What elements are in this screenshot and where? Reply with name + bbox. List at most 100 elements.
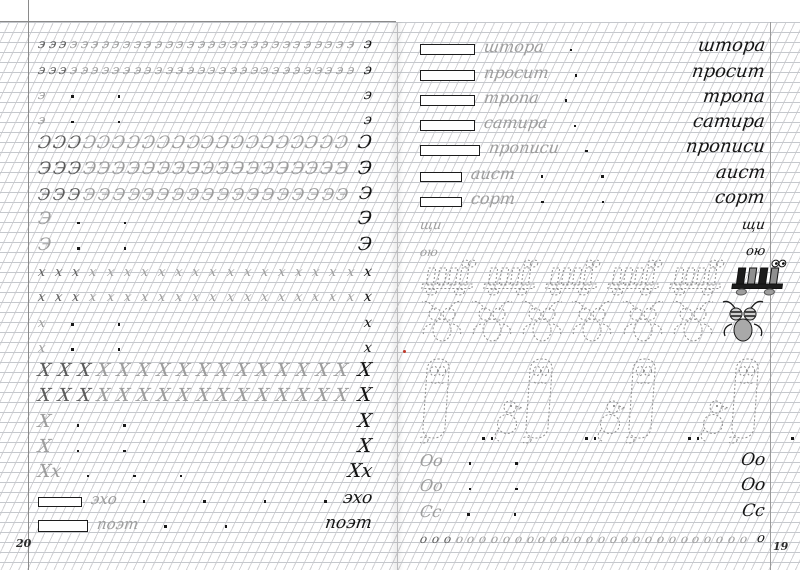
mouse-icon <box>597 400 626 442</box>
trace-letter: э <box>324 62 334 78</box>
trace-letter: Х <box>274 385 291 407</box>
trace-letter: х <box>225 290 235 306</box>
trace-letter: Ɔ <box>111 133 127 154</box>
trace-letter: х <box>157 264 167 280</box>
trace-letter: х <box>105 290 115 306</box>
model-word: поэт <box>324 512 374 533</box>
model-letter: э <box>363 112 373 129</box>
trace-letter: э <box>164 62 174 78</box>
trace-letter: Х <box>314 385 330 407</box>
trace-letter: Э <box>186 185 201 205</box>
guide-dot <box>164 525 167 528</box>
trace-letter: х <box>54 264 64 280</box>
tall-letter-icon <box>420 358 450 444</box>
guide-dots <box>142 500 327 507</box>
trace-letter: э <box>90 62 100 78</box>
guide-dot <box>71 95 74 98</box>
letter-character-sequence <box>420 356 800 444</box>
guide-dot <box>569 48 573 52</box>
trace-letter: Х <box>116 385 132 407</box>
guide-dot <box>601 175 604 178</box>
guide-dots <box>77 221 127 229</box>
caterpillar-letter-icon <box>607 259 663 296</box>
guide-dot <box>688 437 691 440</box>
trace-letter: э <box>196 62 206 78</box>
guide-dot <box>77 247 80 250</box>
model-word: эхо <box>341 487 374 508</box>
trace-letter: э <box>260 37 270 53</box>
trace-letter: Ɔ <box>36 133 53 154</box>
word-row-ekho: эхо эхо <box>38 483 374 508</box>
trace-letter: Э <box>66 185 82 205</box>
guide-dot <box>123 247 127 250</box>
trace-letter: о <box>632 531 642 546</box>
trace-word: штора <box>482 37 545 57</box>
trace-letter: э <box>164 37 174 53</box>
guide-dots <box>585 437 596 444</box>
model-letter: Сс <box>741 500 767 521</box>
trace-letter: Ɔ <box>96 133 112 154</box>
trace-letter: Ɔ <box>334 133 350 154</box>
trace-letter: Ɔ <box>274 133 291 154</box>
guide-dot <box>117 95 121 98</box>
trace-letter: о <box>691 531 701 546</box>
trace-letter: х <box>139 290 150 306</box>
trace-letter: э <box>271 62 281 78</box>
trace-letter: Э <box>96 158 112 179</box>
trace-letter: э <box>132 62 142 78</box>
trace-letter: х <box>54 290 64 306</box>
trace-letter: Х <box>96 385 112 407</box>
trace-letter: о <box>561 531 571 546</box>
trace-letter: Хх <box>36 461 63 483</box>
trace-letter: э <box>239 37 249 53</box>
guide-dot <box>224 525 228 528</box>
free-row-s-pair: Сс Сс <box>418 496 767 521</box>
guide-dots <box>76 449 126 457</box>
page-number-right: 19 <box>773 540 789 553</box>
model-word: сорт <box>714 187 767 209</box>
trace-letter: х <box>242 264 252 280</box>
trace-letter: Х <box>56 360 73 382</box>
trace-letter: Х <box>36 410 53 432</box>
trace-letter: Э <box>334 158 350 179</box>
trace-letter: Х <box>235 360 251 382</box>
trace-letter: э <box>132 37 142 53</box>
trace-letter: х <box>37 290 47 306</box>
page-top-edge-line <box>0 21 396 22</box>
trace-letter: Х <box>76 385 92 407</box>
guide-dot <box>133 474 136 478</box>
trace-letter: о <box>608 531 618 546</box>
trace-letter: э <box>154 37 164 53</box>
trace-letter: э <box>228 62 238 78</box>
model-letter: щи <box>740 217 766 234</box>
word-row-prosit: просит просит <box>420 57 767 82</box>
trace-letter: х <box>328 264 338 280</box>
practice-box <box>420 120 475 132</box>
trace-letter: Э <box>141 185 156 205</box>
guide-dot <box>564 99 568 102</box>
trace-letter: Э <box>171 185 186 205</box>
art-row-caterpillar-letter <box>420 259 787 299</box>
model-letter: Х <box>357 409 374 432</box>
free-row-o-pair-2: Оо Оо <box>419 471 766 496</box>
model-word: штора <box>696 35 767 57</box>
trace-letter: э <box>196 37 206 53</box>
left-margin-line <box>28 0 29 570</box>
guide-dot <box>468 487 472 491</box>
trace-letter: Э <box>245 185 261 205</box>
guide-dots <box>569 48 573 56</box>
model-word: просит <box>691 60 767 82</box>
trace-letter: Х <box>36 360 53 382</box>
trace-letter: Ɔ <box>125 133 142 154</box>
trace-letter: Сс <box>418 501 443 521</box>
guide-dots <box>585 149 588 157</box>
trace-letter: э <box>207 37 217 53</box>
guide-dots <box>574 74 578 81</box>
trace-letter: х <box>88 264 98 280</box>
guide-dot <box>574 74 578 77</box>
